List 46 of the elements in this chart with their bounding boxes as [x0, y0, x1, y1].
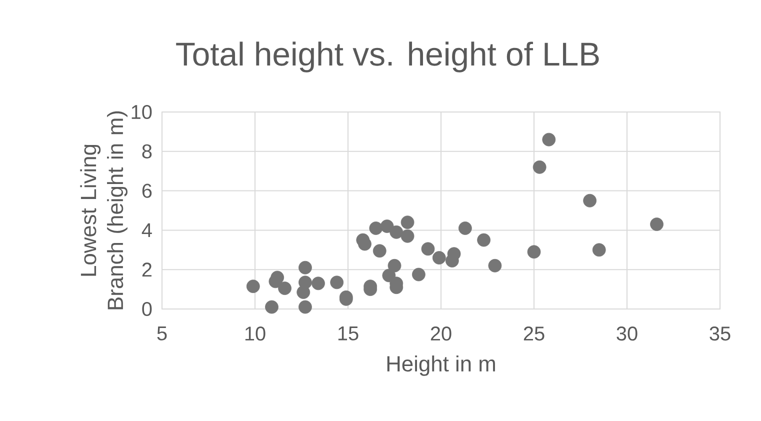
point [412, 268, 426, 282]
point [458, 222, 472, 235]
point [278, 282, 292, 296]
point [369, 222, 383, 235]
point [477, 233, 490, 247]
y-tick-label: 8 [142, 144, 152, 158]
y-axis-title: Lowest Living Branch (height in m) [80, 111, 128, 310]
point [380, 220, 394, 233]
point [312, 276, 325, 290]
point [488, 258, 502, 272]
x-tick-label: 25 [524, 326, 544, 341]
point [372, 244, 386, 258]
point [542, 132, 556, 146]
point [583, 194, 597, 208]
point [298, 260, 312, 274]
point [532, 160, 546, 174]
point [447, 247, 461, 261]
point [268, 274, 282, 288]
point [592, 243, 606, 257]
point [298, 300, 312, 314]
x-tick-label: 5 [157, 326, 167, 340]
point [265, 300, 278, 314]
point [246, 280, 260, 294]
point [390, 225, 404, 239]
x-tick-label: 30 [616, 326, 638, 341]
point [296, 286, 310, 299]
point [358, 237, 372, 251]
point [527, 245, 541, 259]
y-tick-label: 4 [142, 223, 152, 238]
point [421, 242, 435, 256]
point [432, 251, 446, 264]
y-tick-label: 2 [142, 262, 152, 277]
point [400, 229, 414, 243]
x-axis-title: Height in m [387, 355, 495, 376]
x-tick-label: 20 [430, 326, 452, 341]
x-tick-label: 15 [338, 326, 358, 340]
y-tick-label: 0 [142, 302, 152, 316]
point [330, 276, 344, 290]
y-tick-label: 10 [132, 104, 152, 120]
chart-title: Total height vs. height of LLB [176, 42, 599, 72]
point [400, 216, 414, 230]
point [388, 258, 402, 272]
point [650, 218, 664, 231]
y-tick-label: 6 [142, 184, 152, 198]
x-tick-label: 10 [245, 326, 266, 341]
x-tick-label: 35 [710, 326, 730, 341]
